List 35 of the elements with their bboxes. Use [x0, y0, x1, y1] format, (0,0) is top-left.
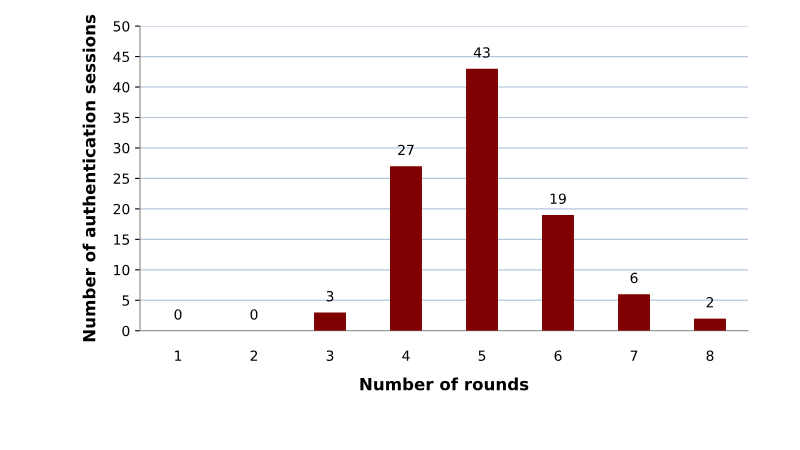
bar	[390, 166, 422, 331]
y-tick-label: 45	[113, 52, 130, 62]
bar	[314, 312, 346, 331]
x-tick-label: 5	[478, 350, 486, 361]
x-tick-label: 7	[630, 350, 638, 361]
y-tick-label: 30	[114, 142, 130, 154]
x-tick-label: 1	[175, 350, 182, 361]
data-label: 2	[706, 297, 714, 308]
x-axis-title: Number of rounds	[360, 378, 528, 390]
x-tick-label: 4	[402, 350, 410, 361]
x-tick-label: 6	[554, 350, 562, 361]
data-label: 43	[474, 47, 490, 58]
bar	[694, 318, 726, 331]
data-label: 3	[326, 290, 334, 302]
y-tick-label: 50	[114, 21, 130, 32]
bar	[542, 214, 574, 331]
data-label: 0	[174, 309, 182, 320]
x-tick-label: 2	[250, 350, 258, 361]
y-tick-label: 5	[122, 295, 130, 306]
bar	[618, 294, 650, 331]
y-tick-label: 15	[114, 234, 130, 245]
y-tick-label: 20	[114, 204, 130, 214]
x-tick-label: 8	[706, 350, 714, 361]
y-tick-label: 40	[113, 82, 130, 93]
data-label: 0	[250, 309, 258, 320]
data-label: 27	[398, 144, 414, 156]
y-tick-label: 25	[114, 173, 130, 184]
data-label: 6	[630, 272, 638, 284]
y-axis-title: Number of authentication sessions	[82, 14, 96, 342]
y-tick-label: 35	[114, 112, 130, 123]
bar	[466, 68, 498, 331]
x-tick-label: 3	[326, 350, 334, 361]
y-tick-label: 10	[114, 264, 130, 276]
data-label: 19	[550, 193, 566, 204]
y-tick-label: 0	[122, 326, 130, 336]
